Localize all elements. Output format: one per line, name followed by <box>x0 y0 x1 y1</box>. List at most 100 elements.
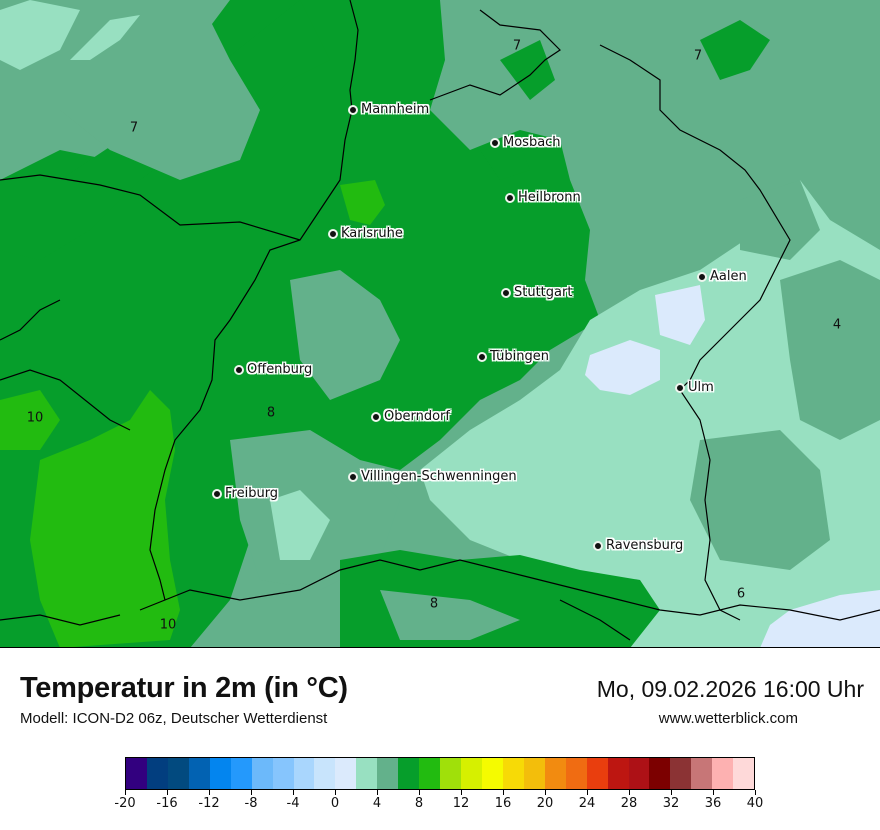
colorbar-tick-label: 16 <box>494 796 512 811</box>
colorbar-segment <box>377 758 399 789</box>
colorbar-segment <box>691 758 713 789</box>
colorbar-segment <box>628 758 650 789</box>
colorbar-tick <box>335 790 336 795</box>
colorbar-segment <box>544 758 566 789</box>
colorbar-tick <box>293 790 294 795</box>
colorbar-segment <box>272 758 294 789</box>
city-dot-icon <box>477 351 487 362</box>
colorbar-tick <box>251 790 252 795</box>
city-dot-icon <box>371 411 381 422</box>
city-dot-icon <box>490 137 500 148</box>
city-label: Heilbronn <box>518 190 581 205</box>
colorbar-segment <box>649 758 671 789</box>
colorbar-segment <box>126 758 147 789</box>
colorbar-tick <box>587 790 588 795</box>
city-dot-icon <box>328 228 338 239</box>
colorbar-tick-label: 40 <box>746 796 764 811</box>
city-marker-ravensburg: Ravensburg <box>593 538 683 553</box>
city-label: Karlsruhe <box>341 226 403 241</box>
city-dot-icon <box>212 488 222 499</box>
city-label: Stuttgart <box>514 285 573 300</box>
colorbar-tick <box>503 790 504 795</box>
isoline-label: 10 <box>159 617 177 633</box>
colorbar-segment <box>230 758 252 789</box>
city-label: Aalen <box>710 269 747 284</box>
isoline-label: 7 <box>693 48 703 64</box>
city-dot-icon <box>234 364 244 375</box>
city-marker-tuebingen: Tübingen <box>477 349 549 364</box>
colorbar-tick <box>671 790 672 795</box>
colorbar-tick-label: 32 <box>662 796 680 811</box>
city-label: Oberndorf <box>384 409 450 424</box>
city-label: Ravensburg <box>606 538 684 553</box>
colorbar-tick <box>167 790 168 795</box>
city-marker-offenburg: Offenburg <box>234 362 312 377</box>
isoline-label: 8 <box>266 405 276 421</box>
temperature-map: 7 7 7 4 10 8 8 10 6 Mannheim Mosbach Hei… <box>0 0 880 648</box>
colorbar-segment <box>523 758 545 789</box>
city-dot-icon <box>501 287 511 298</box>
city-label: Freiburg <box>225 486 279 501</box>
colorbar-segment <box>670 758 692 789</box>
colorbar-segment <box>209 758 231 789</box>
city-dot-icon <box>348 104 358 115</box>
colorbar-segment <box>398 758 420 789</box>
isoline-label: 10 <box>26 410 44 426</box>
city-marker-villingen-schwenningen: Villingen-Schwenningen <box>348 469 517 484</box>
colorbar-segment <box>293 758 315 789</box>
temperature-colorbar <box>125 757 755 790</box>
colorbar-segment <box>502 758 524 789</box>
city-label: Offenburg <box>247 362 313 377</box>
colorbar-segment <box>188 758 210 789</box>
colorbar-segment <box>461 758 482 789</box>
chart-title: Temperatur in 2m (in °C) <box>20 672 348 704</box>
valid-datetime: Mo, 09.02.2026 16:00 Uhr <box>596 676 864 702</box>
colorbar-segment <box>607 758 629 789</box>
city-marker-karlsruhe: Karlsruhe <box>328 226 403 241</box>
model-subtitle: Modell: ICON-D2 06z, Deutscher Wetterdie… <box>20 710 328 727</box>
city-label: Tübingen <box>490 349 549 364</box>
city-marker-heilbronn: Heilbronn <box>505 190 581 205</box>
city-marker-oberndorf: Oberndorf <box>371 409 450 424</box>
colorbar-tick <box>461 790 462 795</box>
map-field <box>0 0 880 647</box>
colorbar-segment <box>314 758 336 789</box>
colorbar-tick-label: -12 <box>198 796 220 811</box>
city-marker-freiburg: Freiburg <box>212 486 278 501</box>
colorbar-tick <box>713 790 714 795</box>
colorbar-tick-label: -4 <box>286 796 300 811</box>
colorbar-tick-label: -16 <box>156 796 178 811</box>
city-marker-ulm: Ulm <box>675 380 714 395</box>
city-marker-mosbach: Mosbach <box>490 135 561 150</box>
colorbar-tick <box>209 790 210 795</box>
colorbar-segment <box>586 758 608 789</box>
isoline-label: 6 <box>736 586 746 602</box>
city-marker-stuttgart: Stuttgart <box>501 285 572 300</box>
city-dot-icon <box>505 192 515 203</box>
colorbar-tick-label: 24 <box>578 796 596 811</box>
city-dot-icon <box>348 471 358 482</box>
colorbar-tick-label: 28 <box>620 796 638 811</box>
colorbar-tick-label: 0 <box>330 796 340 811</box>
city-label: Mosbach <box>503 135 561 150</box>
colorbar-tick <box>755 790 756 795</box>
colorbar-tick <box>629 790 630 795</box>
colorbar-segment <box>565 758 587 789</box>
city-label: Ulm <box>688 380 714 395</box>
colorbar-segment <box>440 758 461 789</box>
city-dot-icon <box>593 540 603 551</box>
colorbar-tick <box>419 790 420 795</box>
colorbar-segment <box>712 758 734 789</box>
colorbar-segment <box>146 758 168 789</box>
isoline-label: 7 <box>129 120 139 136</box>
colorbar-segment <box>356 758 378 789</box>
colorbar-tick-label: -20 <box>114 796 136 811</box>
colorbar-tick <box>377 790 378 795</box>
city-label: Mannheim <box>361 102 430 117</box>
colorbar-segment <box>251 758 273 789</box>
isoline-label: 7 <box>512 38 522 54</box>
colorbar-tick-label: 20 <box>536 796 554 811</box>
colorbar-segment <box>419 758 441 789</box>
colorbar-tick <box>125 790 126 795</box>
colorbar-segment <box>167 758 189 789</box>
